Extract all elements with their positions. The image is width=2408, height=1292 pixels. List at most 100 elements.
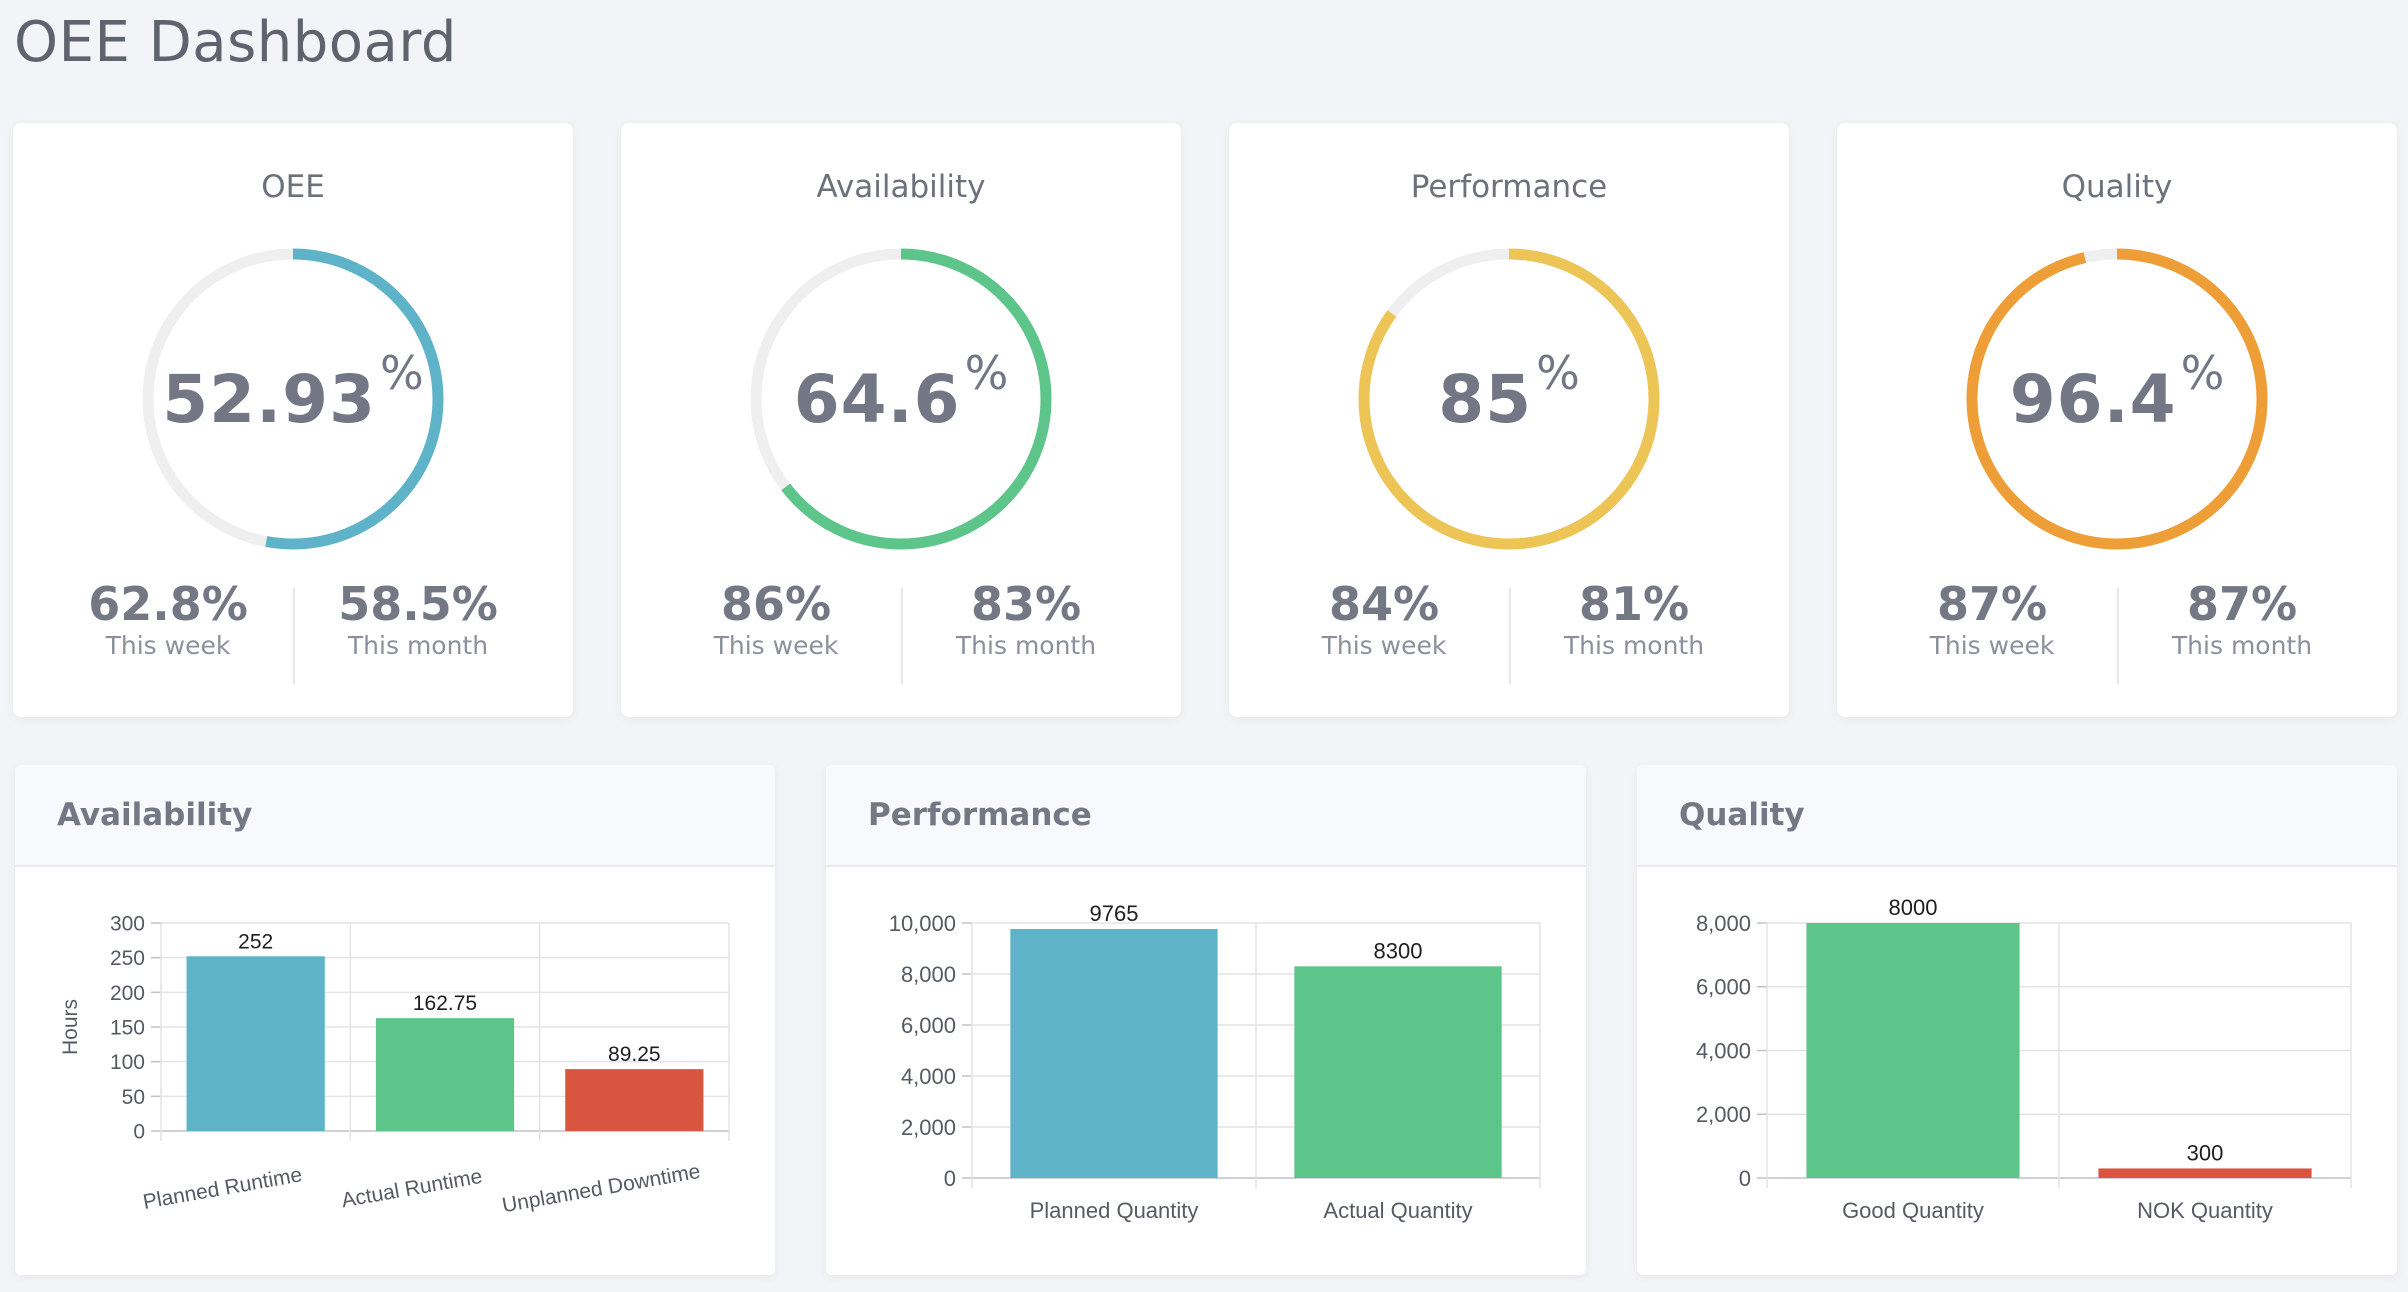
stat-value: 87%: [1936, 577, 2048, 631]
gauge-ring: [1966, 248, 2268, 550]
gauge-number: 64.6: [793, 360, 961, 438]
y-tick-label: 0: [133, 1121, 145, 1144]
stat-value: 81%: [1578, 577, 1690, 631]
oee-gauge: 52.93%: [136, 242, 450, 556]
kpi-stats: 87% This week 87% This month: [1837, 578, 2397, 698]
stat-value: 86%: [720, 577, 832, 631]
y-tick-label: 50: [122, 1086, 145, 1109]
gauge-number: 85: [1438, 360, 1533, 438]
y-tick-label: 8,000: [1696, 911, 1751, 936]
data-label: 252: [238, 930, 273, 953]
stat-value: 87%: [2186, 577, 2298, 631]
stat-value: 58.5%: [338, 577, 498, 631]
y-tick-label: 4,000: [901, 1064, 956, 1089]
stat-label: This week: [1929, 630, 2055, 660]
x-tick-label: Unplanned Downtime: [500, 1160, 702, 1218]
availability-gauge: 64.6%: [744, 242, 1058, 556]
stat-this-month: 58.5% This month: [293, 578, 573, 660]
bar: [1294, 966, 1502, 1178]
y-tick-label: 6,000: [1696, 975, 1751, 1000]
performance-bar-chart: 0 2,000 4,000 6,000 8,000 10,000 9765 Planned Q…: [889, 901, 1541, 1223]
chart-header: Performance: [826, 765, 1586, 867]
x-tick-label: Planned Runtime: [141, 1163, 304, 1214]
data-label: 8300: [1374, 938, 1423, 963]
y-tick-label: 10,000: [889, 911, 956, 936]
gauge-value: 52.93%: [136, 242, 450, 556]
x-tick-label: Planned Quantity: [1030, 1198, 1199, 1223]
y-tick-label: 0: [1739, 1166, 1751, 1191]
y-tick-label: 100: [110, 1051, 145, 1074]
chart-title: Availability: [57, 797, 253, 833]
stat-this-week: 86% This week: [621, 578, 901, 660]
gauge-ring: [1358, 248, 1660, 550]
stat-this-month: 81% This month: [1509, 578, 1789, 660]
data-label: 162.75: [413, 992, 477, 1015]
gauge-ring: [142, 248, 444, 550]
y-tick-label: 250: [110, 947, 145, 970]
kpi-title: OEE: [261, 169, 325, 205]
y-tick-label: 200: [110, 982, 145, 1005]
y-tick-label: 4,000: [1696, 1038, 1751, 1063]
quality-gauge: 96.4%: [1960, 242, 2274, 556]
gauge-arc: [1358, 248, 1660, 550]
bar: [1010, 928, 1218, 1178]
kpi-title: Availability: [816, 169, 986, 205]
chart-title: Performance: [868, 797, 1092, 833]
y-axis-label: Hours: [59, 999, 82, 1055]
y-tick-label: 6,000: [901, 1013, 956, 1038]
stat-label: This week: [1321, 630, 1447, 660]
bar: [186, 956, 325, 1131]
gauge-arc: [142, 248, 444, 550]
bar: [2098, 1168, 2312, 1178]
data-label: 300: [2187, 1140, 2224, 1165]
stat-value: 62.8%: [88, 577, 248, 631]
x-tick-label: Actual Quantity: [1323, 1198, 1472, 1223]
gauge-arc: [1966, 248, 2268, 550]
kpi-stats: 84% This week 81% This month: [1229, 578, 1789, 698]
gauge-unit: %: [964, 346, 1009, 400]
y-tick-label: 150: [110, 1017, 145, 1040]
y-tick-label: 0: [944, 1166, 956, 1191]
stat-this-week: 87% This week: [1837, 578, 2117, 660]
bar: [375, 1018, 515, 1131]
availability-bar-chart: 0 50 100 150 200 250 300 Hours 252 Planned Runtim…: [59, 913, 730, 1218]
chart-header: Quality: [1637, 765, 2397, 867]
gauge-unit: %: [2180, 346, 2225, 400]
stat-divider: [293, 588, 295, 684]
kpi-card-performance: Performance 85% 84% This week 81% This m…: [1229, 123, 1789, 717]
stat-this-month: 87% This month: [2117, 578, 2397, 660]
kpi-card-quality: Quality 96.4% 87% This week 87% This mon…: [1837, 123, 2397, 717]
gauge-ring: [750, 248, 1052, 550]
chart-title: Quality: [1679, 797, 1805, 833]
gauge-unit: %: [380, 346, 424, 400]
y-tick-label: 8,000: [901, 962, 956, 987]
gauge-number: 96.4: [2009, 360, 2177, 438]
data-label: 8000: [1889, 895, 1938, 920]
performance-gauge: 85%: [1352, 242, 1666, 556]
y-tick-label: 2,000: [1696, 1102, 1751, 1127]
gauge-value: 85%: [1352, 242, 1666, 556]
stat-divider: [1509, 588, 1511, 684]
gauge-arc: [750, 248, 1052, 550]
y-tick-label: 300: [110, 913, 145, 936]
stat-label: This month: [955, 630, 1097, 660]
x-tick-label: NOK Quantity: [2137, 1198, 2273, 1223]
bar: [565, 1069, 704, 1131]
stat-label: This month: [2171, 630, 2313, 660]
stat-value: 84%: [1328, 577, 1440, 631]
stat-divider: [901, 588, 903, 684]
kpi-title: Quality: [2061, 169, 2173, 205]
kpi-stats: 62.8% This week 58.5% This month: [13, 578, 573, 698]
stat-this-week: 84% This week: [1229, 578, 1509, 660]
stat-this-week: 62.8% This week: [13, 578, 293, 660]
gauge-value: 64.6%: [744, 242, 1058, 556]
quality-chart-card: Quality 0 2,000 4,000 6,000 8,000 8000 Good Qu…: [1637, 765, 2397, 1275]
kpi-card-oee: OEE 52.93% 62.8% This week 58.5% This mo…: [13, 123, 573, 717]
availability-chart-card: Availability 0 50 100 150 200 250 300 Hours 252 P…: [15, 765, 775, 1275]
page-title: OEE Dashboard: [14, 10, 457, 75]
stat-value: 83%: [970, 577, 1082, 631]
gauge-number: 52.93: [162, 360, 377, 438]
data-label: 9765: [1090, 901, 1139, 926]
stat-label: This week: [105, 630, 231, 660]
